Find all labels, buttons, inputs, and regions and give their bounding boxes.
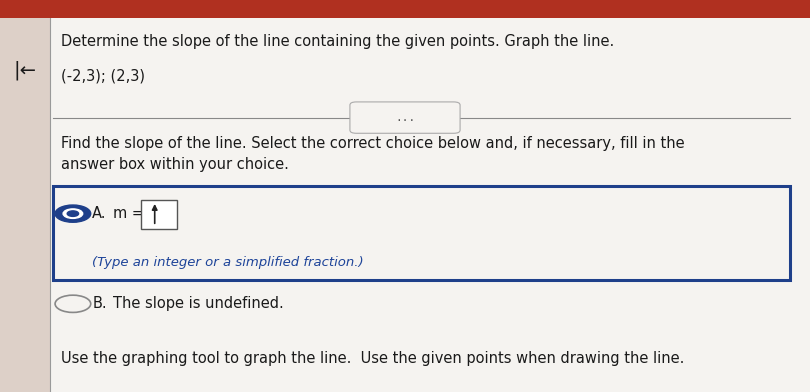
Text: |←: |← [14,61,36,80]
Circle shape [55,295,91,312]
FancyBboxPatch shape [350,102,460,133]
Text: Use the graphing tool to graph the line.  Use the given points when drawing the : Use the graphing tool to graph the line.… [61,351,684,366]
Circle shape [63,209,83,218]
FancyBboxPatch shape [53,186,790,280]
Circle shape [55,205,91,222]
Text: A.: A. [92,206,107,221]
Text: (Type an integer or a simplified fraction.): (Type an integer or a simplified fractio… [92,256,364,269]
Text: m =: m = [113,206,144,221]
FancyBboxPatch shape [141,200,177,229]
Text: (-2,3); (2,3): (-2,3); (2,3) [61,69,145,84]
FancyBboxPatch shape [0,0,810,18]
Text: Determine the slope of the line containing the given points. Graph the line.: Determine the slope of the line containi… [61,34,614,49]
FancyBboxPatch shape [0,0,50,392]
Circle shape [67,211,79,216]
Text: B.: B. [92,296,107,311]
Text: The slope is undefined.: The slope is undefined. [113,296,284,311]
Text: ...: ... [395,113,415,123]
FancyBboxPatch shape [50,0,810,392]
Text: Find the slope of the line. Select the correct choice below and, if necessary, f: Find the slope of the line. Select the c… [61,136,684,151]
Text: answer box within your choice.: answer box within your choice. [61,157,288,172]
